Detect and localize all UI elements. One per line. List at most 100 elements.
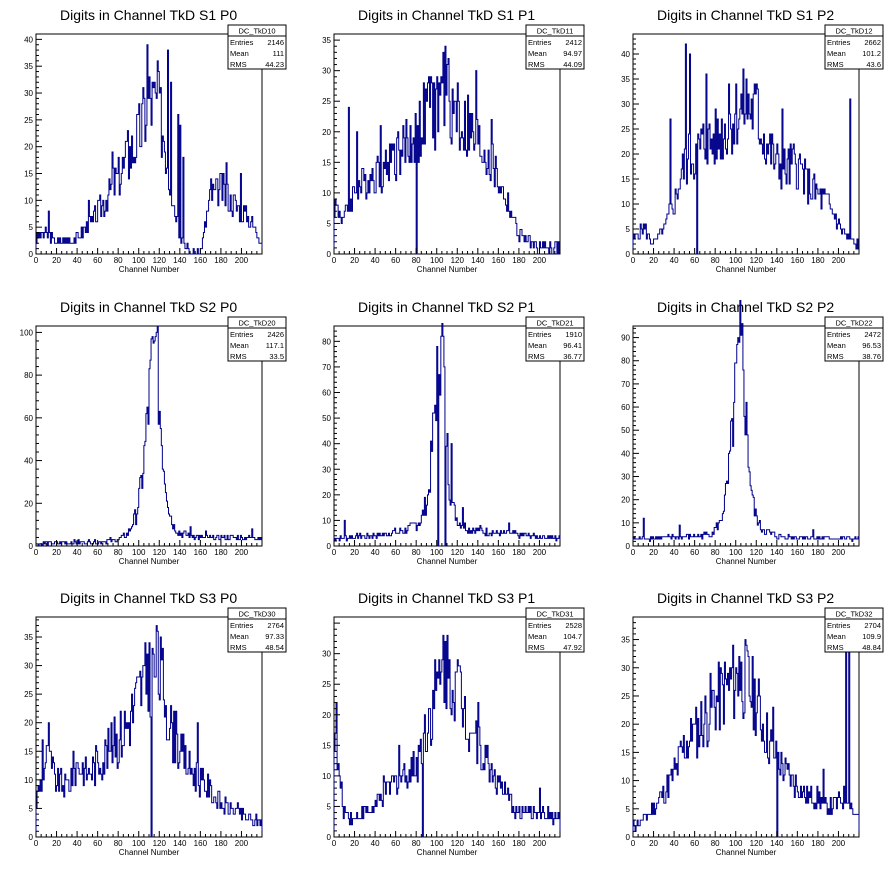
stats-value: 2426: [267, 330, 284, 339]
x-tick-label: 0: [631, 256, 636, 265]
histogram-pad-5: Digits in Channel TkD S2 P10 20 40 60 80 100 1…: [322, 299, 585, 566]
stats-key: RMS: [528, 643, 545, 652]
stats-value: 44.09: [563, 60, 582, 69]
stats-name: DC_TkD31: [536, 610, 573, 619]
pad-title: Digits in Channel TkD S1 P1: [358, 7, 535, 23]
stats-key: RMS: [827, 643, 844, 652]
stats-key: Mean: [528, 341, 547, 350]
x-tick-label: 120: [750, 548, 764, 557]
x-tick-label: 140: [173, 548, 187, 557]
y-tick-label: 0: [626, 250, 631, 259]
x-tick-label: 180: [512, 548, 526, 557]
stats-box-frame: [525, 24, 585, 70]
y-tick-label: 25: [621, 125, 630, 134]
x-tick-label: 120: [750, 839, 764, 848]
stats-name: DC_TkD30: [238, 610, 275, 619]
stats-value: 48.54: [265, 643, 284, 652]
y-tick-label: 60: [24, 414, 33, 423]
x-tick-label: 120: [750, 256, 764, 265]
stats-key: Mean: [230, 49, 249, 58]
x-tick-label: 200: [235, 256, 249, 265]
y-tick-label: 30: [621, 473, 630, 482]
y-tick-label: 70: [322, 363, 331, 372]
x-tick-label: 200: [235, 839, 249, 848]
y-tick-label: 35: [322, 36, 331, 45]
x-tick-label: 180: [811, 548, 825, 557]
x-axis-title: Channel Number: [716, 848, 777, 857]
x-tick-label: 80: [412, 548, 421, 557]
stats-box: DC_TkD32 Entries 2704 Mean 109.9 RMS 48.84: [824, 607, 884, 653]
y-tick-label: 10: [24, 196, 33, 205]
stats-box-frame: [824, 607, 884, 653]
y-tick-label: 40: [24, 457, 33, 466]
stats-key: Entries: [230, 330, 254, 339]
stats-value: 47.92: [563, 643, 582, 652]
x-tick-label: 140: [770, 256, 784, 265]
x-tick-label: 180: [811, 839, 825, 848]
stats-value: 33.5: [269, 352, 284, 361]
stats-key: RMS: [827, 60, 844, 69]
histogram-line: [35, 325, 263, 547]
x-tick-label: 20: [52, 839, 61, 848]
x-axis-title: Channel Number: [417, 848, 478, 857]
x-tick-label: 40: [670, 548, 679, 557]
stats-key: RMS: [827, 352, 844, 361]
x-tick-label: 140: [471, 839, 485, 848]
x-tick-label: 80: [114, 548, 123, 557]
x-tick-label: 120: [451, 548, 465, 557]
x-tick-label: 120: [153, 548, 167, 557]
x-tick-label: 120: [451, 839, 465, 848]
y-tick-label: 5: [626, 805, 631, 814]
y-tick-label: 10: [621, 200, 630, 209]
stats-value: 101.2: [862, 49, 881, 58]
y-tick-label: 30: [24, 662, 33, 671]
pad-title: Digits in Channel TkD S3 P0: [60, 590, 237, 606]
x-tick-label: 60: [690, 548, 699, 557]
x-tick-label: 160: [492, 548, 506, 557]
stats-box: DC_TkD20 Entries 2426 Mean 117.1 RMS 33.5: [227, 316, 287, 362]
x-tick-label: 180: [512, 839, 526, 848]
y-tick-label: 15: [24, 747, 33, 756]
stats-value: 96.41: [563, 341, 582, 350]
y-tick-label: 35: [24, 633, 33, 642]
stats-box: DC_TkD21 Entries 1910 Mean 96.41 RMS 36.77: [525, 316, 585, 362]
x-tick-label: 0: [34, 256, 39, 265]
stats-value: 2764: [267, 621, 284, 630]
y-tick-label: 30: [621, 664, 630, 673]
y-tick-label: 80: [621, 357, 630, 366]
stats-box-frame: [227, 24, 287, 70]
histogram-line: [35, 625, 263, 838]
x-tick-label: 80: [114, 839, 123, 848]
histogram-pad-9: Digits in Channel TkD S3 P20 20 40 60 80 100 1…: [621, 590, 884, 857]
stats-value: 2472: [864, 330, 881, 339]
y-tick-label: 90: [621, 334, 630, 343]
y-tick-label: 10: [24, 776, 33, 785]
pad-title: Digits in Channel TkD S1 P2: [657, 7, 834, 23]
x-tick-label: 200: [533, 548, 547, 557]
y-tick-label: 20: [621, 496, 630, 505]
x-axis-title: Channel Number: [716, 265, 777, 274]
x-tick-label: 160: [492, 839, 506, 848]
stats-box-frame: [525, 607, 585, 653]
x-tick-label: 200: [832, 548, 846, 557]
x-tick-label: 160: [194, 256, 208, 265]
y-tick-label: 15: [322, 741, 331, 750]
y-tick-label: 20: [621, 150, 630, 159]
y-tick-label: 40: [24, 35, 33, 44]
stats-box: DC_TkD10 Entries 2146 Mean 111 RMS 44.23: [227, 24, 287, 70]
stats-value: 2704: [864, 621, 881, 630]
x-tick-label: 80: [711, 839, 720, 848]
stats-key: RMS: [230, 352, 247, 361]
stats-value: 96.53: [862, 341, 881, 350]
stats-name: DC_TkD12: [835, 27, 872, 36]
histogram-pad-6: Digits in Channel TkD S2 P20 20 40 60 80 100 1…: [621, 299, 884, 566]
y-tick-label: 0: [327, 833, 332, 842]
y-tick-label: 30: [621, 100, 630, 109]
x-tick-label: 0: [34, 839, 39, 848]
y-tick-label: 20: [24, 143, 33, 152]
stats-value: 2412: [565, 38, 582, 47]
y-tick-label: 25: [621, 692, 630, 701]
y-tick-label: 10: [322, 772, 331, 781]
x-tick-label: 40: [371, 839, 380, 848]
x-tick-label: 20: [350, 548, 359, 557]
